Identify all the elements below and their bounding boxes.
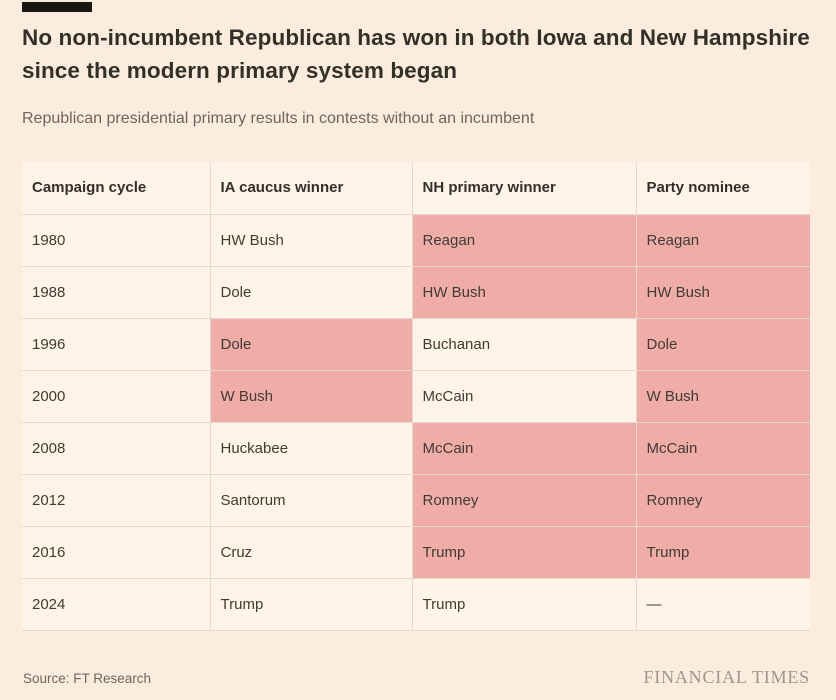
cell-cycle: 2008: [22, 421, 210, 474]
results-table: Campaign cycle IA caucus winner NH prima…: [22, 162, 810, 631]
cell-cycle: 1980: [22, 213, 210, 266]
cell-ia-winner: Santorum: [209, 473, 412, 526]
table-row: 2024 Trump Trump —: [22, 577, 810, 630]
cell-nh-winner: HW Bush: [411, 265, 636, 318]
cell-cycle: 2012: [22, 473, 210, 526]
page-subtitle: Republican presidential primary results …: [22, 110, 535, 127]
table-header: Campaign cycle IA caucus winner NH prima…: [22, 162, 810, 214]
column-header-ia-winner: IA caucus winner: [209, 162, 412, 214]
cell-nh-winner: Romney: [411, 473, 636, 526]
cell-ia-winner: Huckabee: [209, 421, 412, 474]
table-row: 1996 Dole Buchanan Dole: [22, 317, 810, 370]
column-header-campaign-cycle: Campaign cycle: [22, 162, 210, 214]
cell-cycle: 2000: [22, 369, 210, 422]
cell-nominee: —: [635, 577, 810, 630]
cell-ia-winner: W Bush: [209, 369, 412, 422]
cell-cycle: 1996: [22, 317, 210, 370]
table-row: 1980 HW Bush Reagan Reagan: [22, 213, 810, 266]
cell-nominee: W Bush: [635, 369, 810, 422]
table-row: 2000 W Bush McCain W Bush: [22, 369, 810, 422]
cell-ia-winner: HW Bush: [209, 213, 412, 266]
column-header-nh-winner: NH primary winner: [411, 162, 636, 214]
cell-cycle: 2024: [22, 577, 210, 630]
cell-ia-winner: Trump: [209, 577, 412, 630]
cell-nominee: HW Bush: [635, 265, 810, 318]
cell-nominee: Romney: [635, 473, 810, 526]
table-row: 1988 Dole HW Bush HW Bush: [22, 265, 810, 318]
cell-ia-winner: Cruz: [209, 525, 412, 578]
column-header-party-nominee: Party nominee: [635, 162, 810, 214]
cell-nh-winner: McCain: [411, 421, 636, 474]
page-title: No non-incumbent Republican has won in b…: [22, 25, 810, 83]
cell-nh-winner: Reagan: [411, 213, 636, 266]
cell-ia-winner: Dole: [209, 265, 412, 318]
cell-nominee: Dole: [635, 317, 810, 370]
cell-nominee: Reagan: [635, 213, 810, 266]
cell-cycle: 2016: [22, 525, 210, 578]
table-row: 2012 Santorum Romney Romney: [22, 473, 810, 526]
table-row: 2016 Cruz Trump Trump: [22, 525, 810, 578]
cell-ia-winner: Dole: [209, 317, 412, 370]
cell-nh-winner: Trump: [411, 525, 636, 578]
cell-cycle: 1988: [22, 265, 210, 318]
footer: Source: FT Research FINANCIAL TIMES: [23, 667, 810, 688]
cell-nominee: McCain: [635, 421, 810, 474]
cell-nominee: Trump: [635, 525, 810, 578]
cell-nh-winner: McCain: [411, 369, 636, 422]
financial-times-logo: FINANCIAL TIMES: [643, 666, 810, 687]
cell-nh-winner: Trump: [411, 577, 636, 630]
source-note: Source: FT Research: [23, 670, 152, 686]
cell-nh-winner: Buchanan: [411, 317, 636, 370]
kicker-bar: [22, 2, 92, 12]
table-row: 2008 Huckabee McCain McCain: [22, 421, 810, 474]
